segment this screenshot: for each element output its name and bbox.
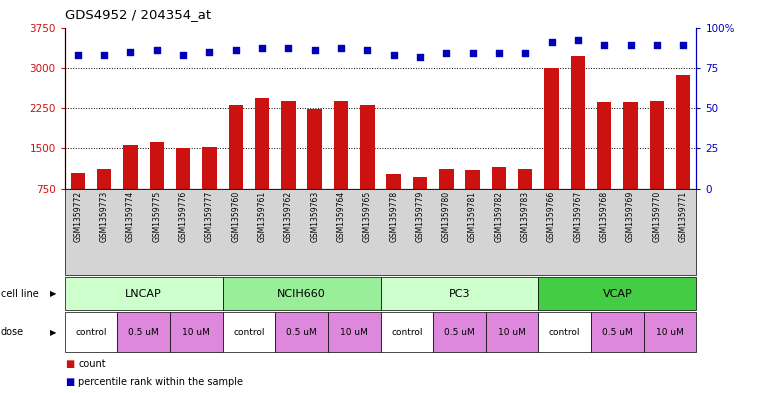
Bar <box>650 101 664 229</box>
Text: GSM1359781: GSM1359781 <box>468 191 477 242</box>
Text: GSM1359767: GSM1359767 <box>573 191 582 242</box>
Text: percentile rank within the sample: percentile rank within the sample <box>78 377 244 387</box>
Text: 0.5 uM: 0.5 uM <box>286 328 317 336</box>
Point <box>572 37 584 44</box>
Point <box>493 50 505 57</box>
Point <box>677 42 689 48</box>
Text: 0.5 uM: 0.5 uM <box>602 328 632 336</box>
Text: GSM1359780: GSM1359780 <box>442 191 451 242</box>
Text: GSM1359774: GSM1359774 <box>126 191 135 242</box>
Text: GDS4952 / 204354_at: GDS4952 / 204354_at <box>65 8 211 21</box>
Text: GSM1359760: GSM1359760 <box>231 191 240 242</box>
Text: dose: dose <box>1 327 24 337</box>
Bar <box>150 142 164 229</box>
Bar <box>255 98 269 229</box>
Text: ▶: ▶ <box>50 289 56 298</box>
Text: 10 uM: 10 uM <box>340 328 368 336</box>
Text: GSM1359776: GSM1359776 <box>179 191 188 242</box>
Point <box>203 49 215 55</box>
Text: GSM1359762: GSM1359762 <box>284 191 293 242</box>
Bar <box>623 102 638 229</box>
Bar <box>71 173 85 229</box>
Text: control: control <box>233 328 265 336</box>
Point <box>256 45 268 51</box>
Point <box>440 50 452 57</box>
Text: GSM1359766: GSM1359766 <box>547 191 556 242</box>
Bar <box>544 68 559 229</box>
Bar <box>97 169 111 229</box>
Point <box>546 39 558 45</box>
Bar <box>676 75 690 229</box>
Text: LNCAP: LNCAP <box>126 289 162 299</box>
Text: GSM1359777: GSM1359777 <box>205 191 214 242</box>
Text: 10 uM: 10 uM <box>656 328 684 336</box>
Text: GSM1359778: GSM1359778 <box>389 191 398 242</box>
Bar <box>412 176 427 229</box>
Text: GSM1359773: GSM1359773 <box>100 191 109 242</box>
Text: GSM1359768: GSM1359768 <box>600 191 609 242</box>
Bar <box>466 171 480 229</box>
Bar <box>571 56 585 229</box>
Text: GSM1359771: GSM1359771 <box>679 191 688 242</box>
Text: GSM1359770: GSM1359770 <box>652 191 661 242</box>
Point <box>519 50 531 57</box>
Bar <box>518 169 533 229</box>
Text: GSM1359765: GSM1359765 <box>363 191 372 242</box>
Text: GSM1359764: GSM1359764 <box>336 191 345 242</box>
Bar <box>176 148 190 229</box>
Point <box>651 42 663 48</box>
Text: ■: ■ <box>65 359 74 369</box>
Text: ■: ■ <box>65 377 74 387</box>
Bar <box>281 101 295 229</box>
Bar <box>360 105 374 229</box>
Text: GSM1359772: GSM1359772 <box>73 191 82 242</box>
Text: GSM1359769: GSM1359769 <box>626 191 635 242</box>
Bar <box>597 102 611 229</box>
Point <box>414 53 426 60</box>
Text: GSM1359775: GSM1359775 <box>152 191 161 242</box>
Text: GSM1359763: GSM1359763 <box>310 191 319 242</box>
Text: NCIH660: NCIH660 <box>277 289 326 299</box>
Text: GSM1359779: GSM1359779 <box>416 191 425 242</box>
Bar <box>307 108 322 229</box>
Point <box>72 52 84 58</box>
Bar <box>123 145 138 229</box>
Text: GSM1359782: GSM1359782 <box>495 191 504 242</box>
Text: 10 uM: 10 uM <box>183 328 210 336</box>
Text: 0.5 uM: 0.5 uM <box>444 328 475 336</box>
Point <box>282 45 295 51</box>
Point <box>230 47 242 53</box>
Point <box>625 42 637 48</box>
Point <box>387 52 400 58</box>
Text: GSM1359761: GSM1359761 <box>257 191 266 242</box>
Text: GSM1359783: GSM1359783 <box>521 191 530 242</box>
Point <box>309 47 321 53</box>
Point <box>124 49 136 55</box>
Point <box>177 52 189 58</box>
Text: count: count <box>78 359 106 369</box>
Text: control: control <box>75 328 107 336</box>
Bar <box>334 101 349 229</box>
Text: control: control <box>391 328 422 336</box>
Text: VCAP: VCAP <box>603 289 632 299</box>
Text: 10 uM: 10 uM <box>498 328 526 336</box>
Point <box>598 42 610 48</box>
Bar <box>439 169 454 229</box>
Bar <box>492 167 506 229</box>
Text: ▶: ▶ <box>50 328 56 336</box>
Point <box>98 52 110 58</box>
Point <box>335 45 347 51</box>
Text: control: control <box>549 328 581 336</box>
Text: cell line: cell line <box>1 289 39 299</box>
Text: PC3: PC3 <box>449 289 470 299</box>
Bar <box>387 174 401 229</box>
Point <box>361 47 374 53</box>
Point <box>466 50 479 57</box>
Point <box>151 47 163 53</box>
Bar <box>202 147 217 229</box>
Text: 0.5 uM: 0.5 uM <box>129 328 159 336</box>
Bar <box>228 105 243 229</box>
